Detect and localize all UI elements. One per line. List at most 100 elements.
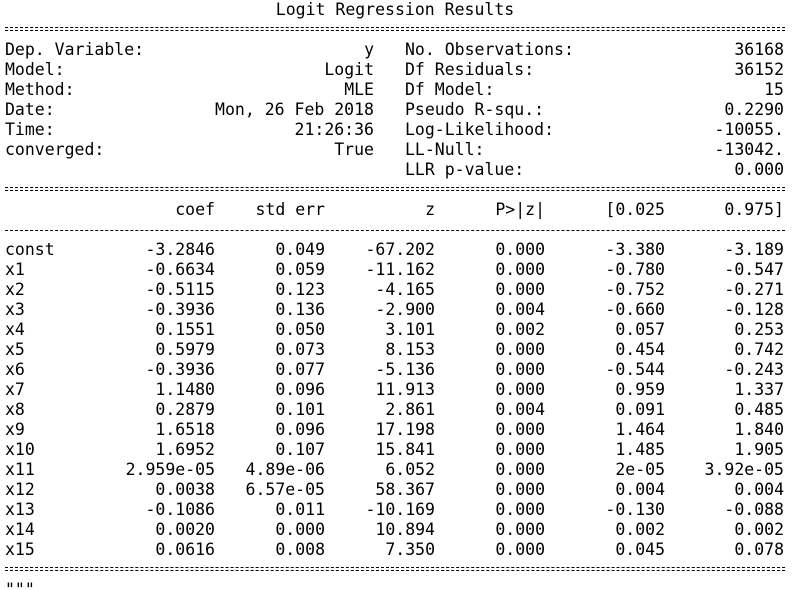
coef-table-header: coef std err z P>|z| [0.025 0.975] (5, 200, 785, 220)
info-row: Date: Mon, 26 Feb 2018 Pseudo R-squ.: 0.229… (5, 100, 785, 120)
variable-name: x13 (5, 500, 35, 519)
info-value: 15 (764, 80, 784, 99)
coef-cell: 0.004 (734, 480, 784, 499)
variable-name: x12 (5, 480, 35, 499)
info-label: converged: (5, 140, 105, 159)
info-label: Time: (5, 120, 55, 139)
coef-cell: 2e-05 (615, 460, 665, 479)
info-label: Log-Likelihood: (405, 120, 555, 139)
info-value: -13042. (714, 140, 784, 159)
coef-cell: 0.059 (275, 260, 325, 279)
variable-name: x5 (5, 340, 25, 359)
coef-cell: -3.189 (724, 240, 784, 259)
coef-cell: 1.337 (734, 380, 784, 399)
coef-header-cell: 0.975] (724, 200, 784, 219)
coef-cell: 17.198 (375, 420, 435, 439)
coef-cell: 1.464 (615, 420, 665, 439)
info-label: LLR p-value: (405, 160, 525, 179)
info-value: Mon, 26 Feb 2018 (215, 100, 374, 119)
coef-cell: 0.454 (615, 340, 665, 359)
variable-name: x11 (5, 460, 35, 479)
coef-cell: 1.905 (734, 440, 784, 459)
coef-row: x8 0.2879 0.101 2.861 0.004 0.091 0.485 (5, 400, 785, 420)
coef-cell: 58.367 (375, 480, 435, 499)
summary-title: Logit Regression Results (275, 0, 515, 19)
info-row: Model: Logit Df Residuals: 36152 (5, 60, 785, 80)
double-rule-top (5, 20, 785, 40)
coef-cell: 0.002 (734, 520, 784, 539)
coef-cell: -3.380 (605, 240, 665, 259)
coef-cell: -0.780 (605, 260, 665, 279)
regression-summary-output: Logit Regression Results Dep. Variable: y… (5, 0, 785, 590)
info-row: Dep. Variable: y No. Observations: 36168 (5, 40, 785, 60)
coef-cell: 0.045 (615, 540, 665, 559)
coef-cell: 0.078 (734, 540, 784, 559)
coef-cell: 0.050 (275, 320, 325, 339)
coef-cell: 0.000 (495, 280, 545, 299)
coef-cell: 0.011 (275, 500, 325, 519)
coef-cell: -3.2846 (145, 240, 215, 259)
info-label: Df Model: (405, 80, 495, 99)
coef-cell: 8.153 (385, 340, 435, 359)
coef-cell: 0.057 (615, 320, 665, 339)
coef-row: x13 -0.1086 0.011 -10.169 0.000 -0.130 -0.088 (5, 500, 785, 520)
coef-cell: 0.004 (495, 300, 545, 319)
coef-cell: 1.6952 (155, 440, 215, 459)
coef-cell: 0.096 (275, 420, 325, 439)
info-row: Method: MLE Df Model: 15 (5, 80, 785, 100)
coef-header-cell: std err (255, 200, 325, 219)
coef-cell: 0.000 (495, 260, 545, 279)
coef-cell: 0.123 (275, 280, 325, 299)
coef-cell: 0.000 (495, 420, 545, 439)
coef-cell: 7.350 (385, 540, 435, 559)
coef-cell: -5.136 (375, 360, 435, 379)
coef-cell: -11.162 (365, 260, 435, 279)
info-value: 21:26:36 (294, 120, 374, 139)
coef-table-body: const -3.2846 0.049 -67.202 0.000 -3.380 -3.18… (5, 240, 785, 560)
coef-row: x15 0.0616 0.008 7.350 0.000 0.045 0.078 (5, 540, 785, 560)
variable-name: x8 (5, 400, 25, 419)
coef-cell: -0.3936 (145, 360, 215, 379)
info-value: 36168 (734, 40, 784, 59)
coef-cell: 2.861 (385, 400, 435, 419)
coef-row: x9 1.6518 0.096 17.198 0.000 1.464 1.840 (5, 420, 785, 440)
coef-cell: 0.000 (495, 460, 545, 479)
variable-name: x3 (5, 300, 25, 319)
coef-cell: -0.547 (724, 260, 784, 279)
coef-cell: 1.6518 (155, 420, 215, 439)
coef-cell: 0.000 (495, 500, 545, 519)
info-label: No. Observations: (405, 40, 574, 59)
coef-cell: 0.077 (275, 360, 325, 379)
variable-name: const (5, 240, 55, 259)
coef-cell: 0.000 (275, 520, 325, 539)
coef-cell: 0.000 (495, 540, 545, 559)
coef-cell: 0.000 (495, 380, 545, 399)
info-value: Logit (324, 60, 374, 79)
coef-cell: 11.913 (375, 380, 435, 399)
info-label: Model: (5, 60, 65, 79)
coef-cell: -0.752 (605, 280, 665, 299)
coef-cell: 0.073 (275, 340, 325, 359)
double-rule-bottom (5, 560, 785, 580)
footer-fragment: """ (5, 580, 35, 590)
coef-cell: 0.004 (615, 480, 665, 499)
variable-name: x10 (5, 440, 35, 459)
coef-row: x5 0.5979 0.073 8.153 0.000 0.454 0.742 (5, 340, 785, 360)
coef-cell: 0.0038 (155, 480, 215, 499)
coef-cell: 0.096 (275, 380, 325, 399)
coef-cell: -0.130 (605, 500, 665, 519)
coef-row: x2 -0.5115 0.123 -4.165 0.000 -0.752 -0.271 (5, 280, 785, 300)
coef-cell: -10.169 (365, 500, 435, 519)
info-row: LLR p-value: 0.000 (5, 160, 785, 180)
coef-cell: -0.544 (605, 360, 665, 379)
coef-cell: 0.1551 (155, 320, 215, 339)
coef-row: x10 1.6952 0.107 15.841 0.000 1.485 1.905 (5, 440, 785, 460)
coef-row: x6 -0.3936 0.077 -5.136 0.000 -0.544 -0.243 (5, 360, 785, 380)
coef-cell: 1.1480 (155, 380, 215, 399)
coef-cell: 0.107 (275, 440, 325, 459)
coef-cell: -0.128 (724, 300, 784, 319)
coef-row: x14 0.0020 0.000 10.894 0.000 0.002 0.002 (5, 520, 785, 540)
coef-row: x3 -0.3936 0.136 -2.900 0.004 -0.660 -0.128 (5, 300, 785, 320)
coef-row: x12 0.0038 6.57e-05 58.367 0.000 0.004 0.004 (5, 480, 785, 500)
coef-cell: 10.894 (375, 520, 435, 539)
